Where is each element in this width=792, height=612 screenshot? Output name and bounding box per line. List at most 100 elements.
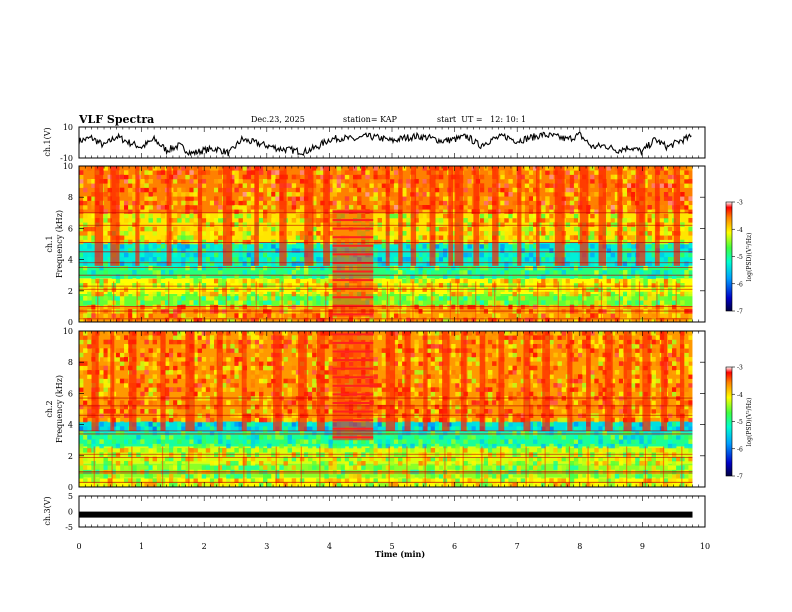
ch1-spec-cell: [205, 226, 211, 232]
ch2-spec-cell: [267, 474, 272, 479]
ch1-spec-cell: [201, 265, 207, 271]
ch1-spec-cell: [193, 248, 198, 253]
ch2-spec-cell: [181, 357, 186, 362]
ch2-spec-cell: [197, 409, 202, 414]
ch2-spec-cell: [254, 348, 260, 353]
ch1-spec-cell: [103, 304, 108, 310]
ch2-spec-cell: [209, 417, 215, 423]
ch1-spec-cell: [594, 278, 599, 284]
ch1-spec-cell: [541, 218, 546, 223]
ch1-spec-cell: [479, 174, 485, 180]
ch1-spec-cell: [393, 192, 399, 197]
ch2-spec-cell: [148, 465, 153, 470]
ch1-spec-cell: [332, 183, 337, 188]
ch2-spec-cell: [246, 430, 252, 436]
ch1-spec-cell: [230, 187, 235, 193]
ch1-spec-cell: [189, 187, 194, 193]
ch1-spec-cell: [389, 296, 395, 301]
ch2-spec-cell: [299, 448, 305, 453]
ch1-spec-cell: [332, 179, 337, 184]
ch1-spec-cell: [565, 196, 571, 201]
ch1-spec-cell: [201, 239, 207, 245]
ch2-spec-cell: [119, 430, 125, 436]
ch1-spec-burst-low: [618, 281, 621, 322]
ch1-spec-cell: [389, 283, 395, 288]
ch1-spec-cell: [488, 278, 493, 284]
ch1-spec-cell: [500, 313, 505, 318]
ch1-spec-cell: [320, 239, 325, 245]
ch2-spec-cell: [373, 478, 378, 483]
ch1-spec-cell: [246, 213, 252, 219]
ch2-spec-cell: [287, 361, 292, 366]
ch1-spec-cell: [553, 265, 558, 271]
ch1-spec-cell: [663, 265, 669, 271]
ch1-spec-cell: [291, 183, 297, 188]
ch1-spec-cell: [156, 265, 162, 271]
ch1-spec-cell: [471, 300, 476, 305]
ch2-spec-cell: [348, 443, 354, 449]
ch1-spec-cell: [541, 274, 546, 279]
ch2-spec-cell: [299, 456, 305, 462]
ch1-spec-cell: [504, 296, 509, 301]
ch1-spec-cell: [119, 248, 125, 253]
ch1-spec-cell: [136, 283, 141, 288]
ch1-spec-cell: [533, 304, 538, 310]
ch2-spec-cell: [238, 348, 243, 353]
ch1-spec-cell: [87, 226, 92, 232]
ch1-spec-cell: [663, 291, 669, 297]
ch1-ylabel: ch.1(V): [43, 127, 52, 156]
ch1-spec-cell: [242, 313, 247, 318]
ch2-spec-cell: [414, 409, 419, 414]
ch2-spec-cell: [148, 478, 153, 483]
ch2-spec-cell: [177, 400, 182, 405]
ch2-spec-cell: [369, 456, 374, 462]
ch1-spec-cell: [573, 166, 579, 171]
ch1-spec-cell: [602, 291, 607, 297]
ch2-spec-cell: [103, 448, 108, 453]
ch1-spec-cell: [152, 283, 157, 288]
ch2-spec-cell: [336, 474, 342, 479]
ch2-spec-cell: [402, 426, 407, 431]
ch1-spec-cell: [676, 283, 681, 288]
ch1-spec-cell: [434, 226, 440, 232]
ch1-spec-cell: [267, 313, 272, 318]
ch1-spec-burst-low: [656, 281, 658, 322]
ch1-spec-cell: [598, 291, 603, 297]
ch1-spec-cell: [443, 205, 448, 210]
ch2-spec-cell: [373, 443, 378, 449]
ch1-spec-cell: [663, 239, 669, 245]
ch1-spec-cell: [299, 257, 305, 262]
ch1-spec-cell: [623, 248, 628, 253]
ch1-spec-cell: [119, 304, 125, 310]
ch2-spec-cell: [230, 344, 235, 349]
ch1-spec-cell: [393, 283, 399, 288]
ch1-spec-cell: [483, 300, 489, 305]
ch1-spec-cell: [463, 239, 468, 245]
ch1-spec-cell: [238, 278, 243, 284]
ch2-spec-cell: [156, 474, 162, 479]
ch1-spec-cell: [83, 218, 88, 223]
ch1-spec-cell: [128, 239, 133, 245]
ch1-spec-cell: [549, 252, 554, 258]
ch2-spec-cell: [328, 430, 333, 436]
ch1-spec-cell: [287, 213, 292, 219]
ch1-spec-cell: [160, 170, 166, 175]
ch1-spec-cell: [512, 274, 517, 279]
ch1-spec-cell: [193, 300, 198, 305]
ch1-spec-cell: [115, 278, 121, 284]
ch1-spec-cell: [663, 274, 669, 279]
ch1-spec-cell: [79, 170, 84, 175]
ch1-spec-burst-low: [582, 281, 584, 322]
ch2-spec-cell: [287, 378, 292, 384]
ch1-freq-ylabel: ch.1: [45, 235, 54, 252]
ch1-spec-cell: [676, 313, 681, 318]
ch1-spec-cell: [389, 200, 395, 206]
ch1-spec-cell: [242, 239, 247, 245]
ch2-spec-cell: [136, 482, 141, 488]
ch2-spec-cell: [214, 387, 219, 392]
ch1-spec-cell: [242, 174, 247, 180]
ch2-spec-cell: [254, 391, 260, 397]
ch1-spec-cell: [173, 252, 178, 258]
ch1-spec-burst: [410, 166, 417, 266]
ch1-spec-cell: [373, 278, 378, 284]
